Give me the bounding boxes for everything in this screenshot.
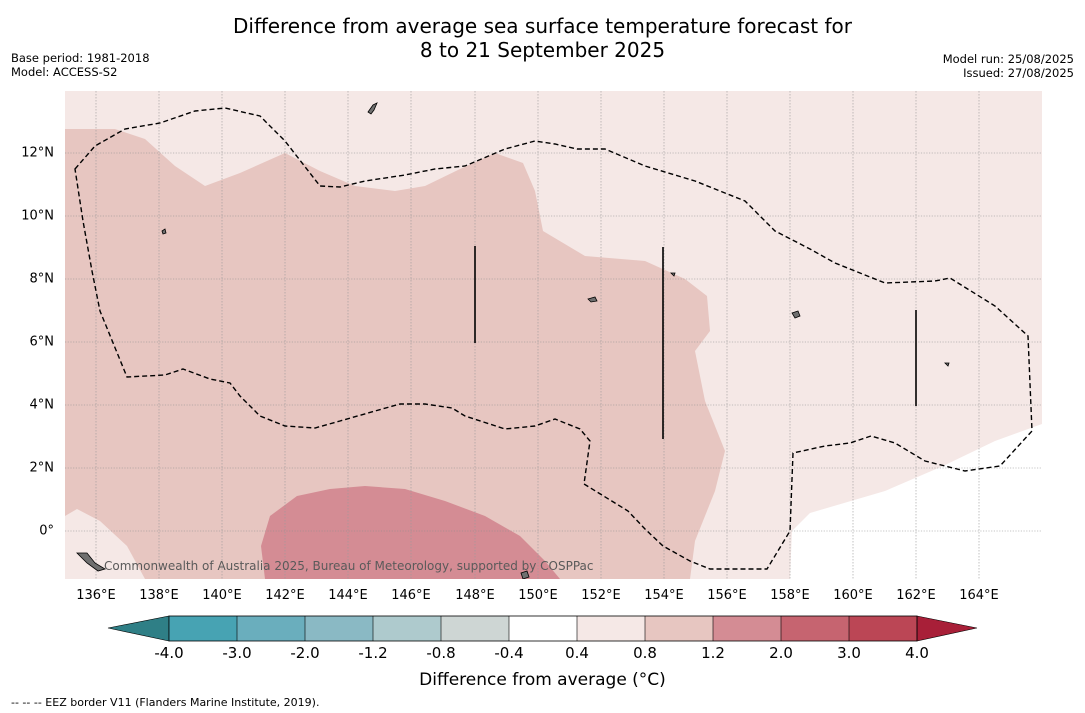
meta-left: Base period: 1981-2018 Model: ACCESS-S2 bbox=[11, 51, 150, 79]
model-text: Model: ACCESS-S2 bbox=[11, 65, 118, 79]
colorbar-frame bbox=[168, 615, 918, 642]
island-shape bbox=[791, 310, 801, 319]
colorbar-tick-label: 1.2 bbox=[701, 644, 725, 662]
anomaly-zone-1.2-2.0 bbox=[790, 424, 1042, 579]
island-markers bbox=[76, 102, 950, 580]
island-shape bbox=[367, 102, 378, 115]
meridian-gridlines bbox=[95, 91, 980, 579]
colorbar-tick-label: 0.4 bbox=[565, 644, 589, 662]
colorbar-segment-11 bbox=[849, 616, 917, 641]
x-tick-152e: 152°E bbox=[581, 588, 621, 603]
x-tick-164e: 164°E bbox=[959, 588, 999, 603]
y-tick-4n: 4°N bbox=[29, 397, 55, 413]
y-tick-2n: 2°N bbox=[29, 460, 55, 476]
island-shape bbox=[161, 228, 167, 235]
x-tick-146e: 146°E bbox=[391, 588, 431, 603]
x-tick-148e: 148°E bbox=[455, 588, 495, 603]
colorbar-segment-9 bbox=[713, 616, 781, 641]
x-tick-142e: 142°E bbox=[265, 588, 305, 603]
island-shape bbox=[670, 272, 676, 277]
meta-right: Model run: 25/08/2025 Issued: 27/08/2025 bbox=[943, 52, 1074, 80]
vertical-marker-lines bbox=[474, 246, 917, 439]
colorbar-tick-label: -0.4 bbox=[494, 644, 524, 662]
colorbar-segment-2 bbox=[237, 616, 305, 641]
colorbar-segment-8 bbox=[645, 616, 713, 641]
title-line-2: 8 to 21 September 2025 bbox=[419, 38, 666, 62]
map-title: Difference from average sea surface temp… bbox=[0, 14, 1085, 62]
island-shape bbox=[944, 362, 950, 367]
colorbar-extend-low bbox=[107, 615, 170, 642]
colorbar-segment-10 bbox=[781, 616, 849, 641]
y-tick-8n: 8°N bbox=[29, 271, 55, 287]
eez-border bbox=[74, 107, 1033, 570]
x-tick-140e: 140°E bbox=[202, 588, 242, 603]
colorbar-segment-1 bbox=[169, 616, 237, 641]
colorbar-tick-label: -0.8 bbox=[426, 644, 456, 662]
colorbar-tick-label: -4.0 bbox=[154, 644, 184, 662]
colorbar-tick-label: -3.0 bbox=[222, 644, 252, 662]
y-tick-0: 0° bbox=[39, 523, 54, 539]
issued-text: Issued: 27/08/2025 bbox=[963, 66, 1074, 80]
colorbar-tick-label: 3.0 bbox=[837, 644, 861, 662]
map-panel bbox=[65, 91, 1042, 580]
island-shape bbox=[520, 570, 530, 580]
anomaly-zone-2.0-3.0 bbox=[261, 486, 560, 579]
model-run-text: Model run: 25/08/2025 bbox=[942, 52, 1074, 66]
colorbar-extend-high bbox=[916, 615, 978, 642]
y-tick-6n: 6°N bbox=[29, 334, 55, 350]
x-tick-162e: 162°E bbox=[896, 588, 936, 603]
x-tick-154e: 154°E bbox=[644, 588, 684, 603]
y-tick-12n: 12°N bbox=[21, 145, 54, 161]
colorbar-dividers bbox=[236, 616, 850, 641]
map-svg bbox=[65, 91, 1042, 580]
eez-legend-note: -- -- -- EEZ border V11 (Flanders Marine… bbox=[11, 696, 320, 709]
colorbar-tick-label: -1.2 bbox=[358, 644, 388, 662]
colorbar-segment-4 bbox=[373, 616, 441, 641]
colorbar-tick-label: 4.0 bbox=[905, 644, 929, 662]
colorbar-segment-3 bbox=[305, 616, 373, 641]
colorbar-segment-6 bbox=[509, 616, 577, 641]
colorbar-tick-label: -2.0 bbox=[290, 644, 320, 662]
x-tick-158e: 158°E bbox=[770, 588, 810, 603]
colorbar-tick-label: 0.8 bbox=[633, 644, 657, 662]
credit-text: Commonwealth of Australia 2025, Bureau o… bbox=[104, 559, 594, 573]
y-tick-10n: 10°N bbox=[21, 208, 54, 224]
colorbar-segment-7 bbox=[577, 616, 645, 641]
x-tick-156e: 156°E bbox=[707, 588, 747, 603]
colorbar-tick-label: 2.0 bbox=[769, 644, 793, 662]
x-tick-150e: 150°E bbox=[518, 588, 558, 603]
base-period-text: Base period: 1981-2018 bbox=[11, 51, 150, 65]
x-tick-138e: 138°E bbox=[139, 588, 179, 603]
anomaly-zone-0.8-1.2 bbox=[65, 129, 725, 579]
x-tick-144e: 144°E bbox=[328, 588, 368, 603]
x-tick-136e: 136°E bbox=[76, 588, 116, 603]
title-line-1: Difference from average sea surface temp… bbox=[232, 14, 852, 38]
x-tick-160e: 160°E bbox=[833, 588, 873, 603]
island-shape bbox=[587, 296, 598, 303]
island-shape bbox=[76, 552, 106, 572]
colorbar-label: Difference from average (°C) bbox=[419, 670, 666, 690]
parallel-gridlines bbox=[65, 152, 1042, 532]
colorbar bbox=[107, 615, 978, 642]
colorbar-segment-5 bbox=[441, 616, 509, 641]
